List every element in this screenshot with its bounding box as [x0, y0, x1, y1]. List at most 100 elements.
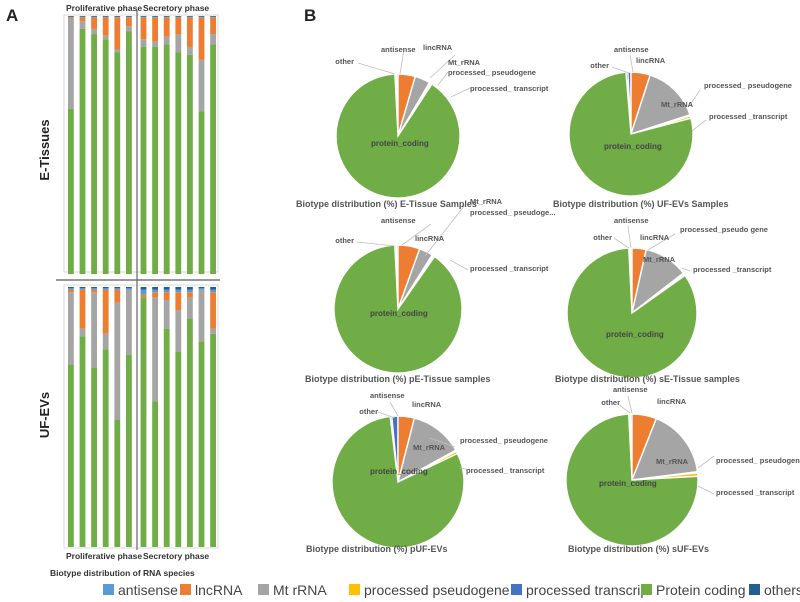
bar-uf-evs-1-antisense — [68, 288, 74, 290]
legend-swatch-processed-transcrip — [511, 584, 522, 595]
pie-4-leader-line — [613, 237, 630, 249]
bar-uf-evs-11-others — [187, 287, 193, 290]
bar-uf-evs-4-mt-rrna — [102, 333, 109, 350]
bar-uf-evs-5-mt-rrna — [114, 302, 121, 420]
bar-uf-evs-2-protein-coding — [79, 336, 86, 547]
bar-uf-evs-6-antisense — [126, 288, 132, 290]
panel-a-letter: A — [6, 6, 18, 25]
pie-chart-3: other antisense lincRNA Mt_rRNA processed_ p… — [305, 197, 555, 384]
pie-1-label-mt-rrna: Mt_rRNA — [448, 58, 481, 67]
bar-e-tissues-2-protein-coding — [79, 28, 86, 275]
pie-2-label-processed-pseudogene: processed_ pseudogene — [704, 81, 792, 90]
bar-uf-evs-3-protein-coding — [91, 367, 97, 547]
legend-label-others: others — [764, 582, 800, 598]
bar-e-tissues-7-others — [140, 16, 147, 17]
bar-e-tissues-4-antisense — [102, 16, 109, 18]
bar-uf-evs-1-lncrna — [68, 289, 74, 293]
legend-swatch-antisense — [103, 584, 114, 595]
pie-1-label-processed-pseudogene: processed_ pseudogene — [448, 68, 536, 77]
pie-4-slice-protein-coding — [566, 247, 698, 379]
bar-e-tissues-7-mt-rrna — [140, 39, 147, 47]
pie-1-leader-line — [429, 54, 456, 79]
pie-6-leader-line — [617, 403, 631, 414]
pie-2-label-other: other — [590, 61, 609, 70]
pie-5-label-antisense: antisense — [370, 391, 405, 400]
pie-5-leader-line — [429, 437, 456, 448]
bar-uf-evs-8-lncrna — [152, 292, 158, 298]
bar-uf-evs-10-protein-coding — [175, 352, 182, 547]
bar-uf-evs-5-others — [114, 287, 121, 289]
bar-e-tissues-11-lncrna — [187, 17, 193, 47]
bar-e-tissues-5-protein-coding — [114, 52, 121, 275]
pie-6-label-antisense: antisense — [613, 385, 648, 394]
legend-label-mt-rrna: Mt rRNA — [273, 582, 327, 598]
pie-5-label-processed-pseudogene: processed_ pseudogene — [460, 436, 548, 445]
bar-e-tissues-2-others — [79, 16, 86, 17]
pie-2-leader-line — [691, 119, 707, 132]
bar-e-tissues-13-protein-coding — [210, 44, 216, 274]
bar-e-tissues-7-protein-coding — [140, 46, 147, 275]
bar-e-tissues-5-mt-rrna — [114, 49, 121, 53]
e-tissues-bars — [68, 16, 216, 275]
pie-3-leader-line — [449, 259, 469, 271]
bar-uf-evs-6-mt-rrna — [126, 289, 132, 355]
pie-4-leader-line — [647, 233, 676, 251]
pie-2-leader-line — [689, 89, 701, 106]
pie-5-title: Biotype distribution (%) pUF-EVs — [306, 544, 448, 554]
bar-uf-evs-12-others — [198, 287, 205, 289]
bar-uf-evs-8-antisense — [152, 289, 158, 293]
pie-5-label-mt-rrna: Mt_rRNA — [413, 443, 446, 452]
bar-e-tissues-11-others — [187, 16, 193, 17]
bar-uf-evs-3-antisense — [91, 288, 97, 290]
bar-e-tissues-10-antisense — [175, 16, 182, 18]
pie-1-leader-line — [357, 62, 396, 75]
bar-e-tissues-4-others — [102, 16, 109, 17]
bar-e-tissues-3-mt-rrna — [91, 28, 97, 35]
pie-4-label-other: other — [593, 233, 612, 242]
pie-5-leader-line — [389, 401, 399, 417]
bar-uf-evs-10-others — [175, 287, 182, 290]
legend-swatch-others — [749, 584, 760, 595]
pie-2-label-lincrna: lincRNA — [636, 56, 666, 65]
legend-label-processed-pseudogene: processed pseudogene — [364, 582, 510, 598]
bar-uf-evs-3-others — [91, 287, 97, 289]
bar-e-tissues-12-mt-rrna — [198, 59, 205, 112]
bar-e-tissues-2-mt-rrna — [79, 21, 86, 29]
bar-uf-evs-9-others — [163, 287, 170, 290]
bar-uf-evs-5-antisense — [114, 288, 121, 290]
bar-e-tissues-3-antisense — [91, 16, 97, 18]
pie-2-label-protein-coding: protein_coding — [604, 142, 662, 151]
bar-e-tissues-6-lncrna — [126, 17, 132, 27]
pie-3-label-mt-rrna: Mt_rRNA — [470, 197, 503, 206]
pie-3-title: Biotype distribution (%) pE-Tissue sampl… — [305, 374, 490, 384]
bar-e-tissues-5-lncrna — [114, 17, 121, 50]
bar-e-tissues-13-antisense — [210, 16, 216, 18]
bar-uf-evs-13-others — [210, 287, 216, 290]
phase-label-bottom-secretory: Secretory phase — [143, 551, 209, 561]
pie-2-leader-line — [629, 54, 634, 73]
pie-1-label-antisense: antisense — [381, 45, 416, 54]
pie-5-label-protein-coding: protein_coding — [370, 467, 428, 476]
bar-uf-evs-9-protein-coding — [163, 328, 170, 547]
bar-e-tissues-4-mt-rrna — [102, 35, 109, 40]
legend-label-processed-transcrip: processed transcrip — [526, 582, 648, 598]
pie-3-label-lincrna: lincRNA — [415, 234, 445, 243]
bar-e-tissues-10-others — [175, 16, 182, 17]
uf-evs-plot-frame — [63, 284, 219, 549]
pie-1-leader-line — [450, 87, 471, 98]
pie-6-leader-line — [697, 455, 715, 469]
pie-3-leader-line — [424, 204, 466, 257]
row-label-uf-evs: UF-EVs — [37, 392, 52, 438]
bar-e-tissues-1-antisense — [68, 16, 74, 18]
bar-e-tissues-6-others — [126, 16, 132, 17]
bar-uf-evs-2-mt-rrna — [79, 328, 86, 337]
bar-e-tissues-10-lncrna — [175, 17, 182, 35]
bar-e-tissues-1-mt-rrna — [68, 18, 74, 109]
bar-e-tissues-9-antisense — [163, 16, 170, 18]
pie-1-leader-line — [399, 48, 405, 75]
pie-1-title: Biotype distribution (%) E-Tissue Sample… — [296, 199, 477, 209]
pie-4-leader-line — [627, 225, 632, 249]
pie-1-label-other: other — [335, 57, 354, 66]
